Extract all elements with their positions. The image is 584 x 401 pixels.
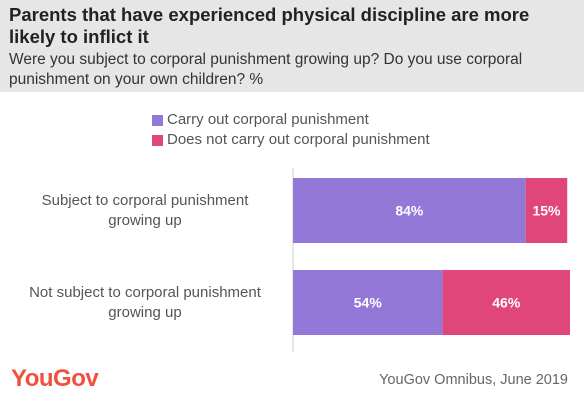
- value-label-not-subject-does-not: 46%: [492, 295, 521, 311]
- bar-not-subject-carry-out: [293, 270, 443, 335]
- category-label-not-subject: Not subject to corporal punishment growin…: [29, 284, 262, 321]
- chart-subtitle: Were you subject to corporal punishment …: [9, 51, 523, 88]
- source-note: YouGov Omnibus, June 2019: [379, 372, 568, 388]
- chart-legend: Carry out corporal punishment Does not c…: [152, 110, 430, 150]
- value-label-not-subject-carry-out: 54%: [354, 295, 383, 311]
- legend-item-does-not: Does not carry out corporal punishment: [152, 130, 430, 150]
- legend-label-carry-out: Carry out corporal punishment: [167, 111, 369, 128]
- value-label-subject-does-not: 15%: [532, 203, 561, 219]
- legend-swatch-carry-out: [152, 114, 163, 126]
- bar-subject-does-not: [525, 178, 568, 243]
- bar-not-subject-does-not: [442, 270, 570, 335]
- legend-label-does-not: Does not carry out corporal punishment: [167, 131, 430, 148]
- header-band: Parents that have experienced physical d…: [0, 0, 584, 92]
- legend-item-carry-out: Carry out corporal punishment: [152, 110, 430, 130]
- chart-title: Parents that have experienced physical d…: [9, 4, 530, 47]
- yougov-logo: YouGov: [11, 365, 99, 392]
- bar-chart: Subject to corporal punishment growing up…: [29, 168, 570, 352]
- category-label-subject: Subject to corporal punishment growing up: [42, 192, 250, 229]
- value-label-subject-carry-out: 84%: [395, 203, 424, 219]
- bar-subject-carry-out: [293, 178, 526, 243]
- legend-swatch-does-not: [152, 134, 163, 146]
